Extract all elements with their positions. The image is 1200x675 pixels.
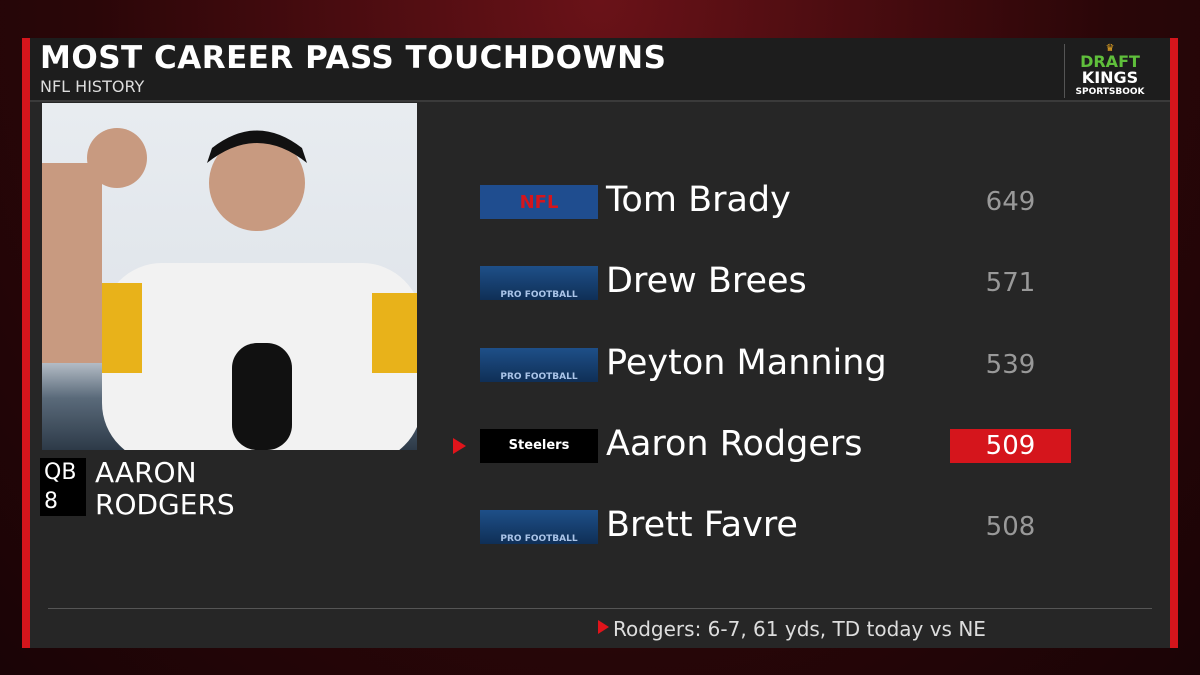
touchdowns: 571 [985,268,1036,299]
player-name: Tom Brady [606,180,791,220]
jersey-number: 8 [44,489,58,514]
team-logo: NFL [480,185,598,219]
red-bar [1170,38,1178,648]
photo-illustration [42,128,417,450]
sponsor-text: KINGS [1081,68,1139,87]
team-logo: PRO FOOTBALL [480,347,598,382]
player-name: Aaron Rodgers [606,423,863,464]
footer-arrow [598,620,609,634]
player-first-name: AARON [95,456,197,489]
red-bar [22,38,30,648]
subtitle: NFL HISTORY [40,77,145,96]
sponsor-text: SPORTSBOOK [1075,87,1145,97]
header-band [30,38,1170,102]
touchdowns: 508 [985,512,1036,542]
touchdowns: 539 [985,349,1036,380]
team-logo: PRO FOOTBALL [480,266,598,301]
player-badge [40,458,86,516]
position: QB [44,460,77,485]
player-name: Peyton Manning [606,342,887,383]
player-photo [42,103,417,450]
sponsor-text: DRAFT [1080,52,1140,71]
team-logo: Steelers [480,428,598,463]
player-last-name: RODGERS [95,488,235,521]
title: MOST CAREER PASS TOUCHDOWNS [40,40,667,76]
touchdowns: 509 [950,428,1071,463]
touchdowns: 649 [985,187,1036,217]
divider [48,608,1152,609]
player-name: Drew Brees [606,261,807,302]
row-arrow [453,437,466,454]
player-name: Brett Favre [606,505,798,545]
team-logo: PRO FOOTBALL [480,510,598,544]
sponsor-logo: ♛ DRAFT KINGS SPORTSBOOK [1064,44,1155,98]
footer-note: Rodgers: 6-7, 61 yds, TD today vs NE [613,617,986,641]
